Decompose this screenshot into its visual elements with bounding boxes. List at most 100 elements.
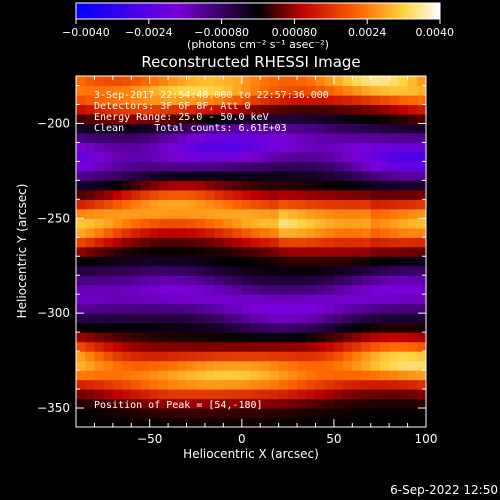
heatmap-cell xyxy=(140,208,151,219)
heatmap-cell xyxy=(416,265,426,276)
heatmap-cell xyxy=(343,370,353,381)
heatmap-cell xyxy=(85,294,96,305)
heatmap-cell xyxy=(214,132,224,144)
heatmap-cell xyxy=(85,85,96,96)
heatmap-cell xyxy=(223,85,234,96)
heatmap-cell xyxy=(352,132,363,144)
heatmap-cell xyxy=(204,360,215,371)
heatmap-cell xyxy=(269,294,280,305)
heatmap-cell xyxy=(140,284,151,295)
heatmap-cell xyxy=(131,94,142,106)
heatmap-cell xyxy=(370,199,381,210)
heatmap-cell xyxy=(195,351,206,362)
heatmap-cell xyxy=(260,199,271,210)
heatmap-cell xyxy=(416,142,426,153)
heatmap-cell xyxy=(416,322,426,333)
heatmap-cell xyxy=(149,246,160,257)
heatmap-cell xyxy=(103,389,114,400)
heatmap-cell xyxy=(204,408,215,419)
heatmap-cell xyxy=(122,313,132,324)
heatmap-cell xyxy=(149,208,160,219)
heatmap-cell xyxy=(278,218,289,229)
heatmap-cell xyxy=(379,161,390,172)
heatmap-cell xyxy=(287,303,298,314)
heatmap-cell xyxy=(407,256,418,267)
heatmap-cell xyxy=(297,218,307,229)
heatmap-cell xyxy=(131,76,142,87)
heatmap-cell xyxy=(168,104,178,115)
heatmap-cell xyxy=(223,389,234,400)
heatmap-cell xyxy=(232,237,243,248)
heatmap-cell xyxy=(379,208,390,219)
heatmap-cell xyxy=(158,132,169,144)
heatmap-cell xyxy=(195,417,206,427)
heatmap-cell xyxy=(398,246,409,257)
heatmap-cell xyxy=(195,275,206,286)
heatmap-cell xyxy=(195,123,206,134)
heatmap-cell xyxy=(407,417,418,427)
heatmap-cell xyxy=(379,389,390,400)
heatmap-cell xyxy=(149,341,160,352)
heatmap-cell xyxy=(103,218,114,229)
heatmap-cell xyxy=(315,123,326,134)
heatmap-cell xyxy=(251,132,261,144)
heatmap-cell xyxy=(76,123,86,134)
heatmap-cell xyxy=(287,351,298,362)
heatmap-cell xyxy=(85,170,96,181)
heatmap-cell xyxy=(140,218,151,229)
heatmap-cell xyxy=(361,313,372,324)
heatmap-cell xyxy=(352,341,363,352)
heatmap-cell xyxy=(416,170,426,181)
heatmap-cell xyxy=(140,370,151,381)
heatmap-cell xyxy=(186,284,197,295)
heatmap-cell xyxy=(251,113,261,125)
heatmap-cell xyxy=(241,189,252,200)
heatmap-cell xyxy=(85,351,96,362)
colorbar-tick-label: 0.0040 xyxy=(416,26,455,39)
heatmap-cell xyxy=(416,76,426,87)
heatmap-cell xyxy=(76,303,86,314)
heatmap-cell xyxy=(352,113,363,125)
heatmap-cell xyxy=(103,322,114,333)
heatmap-cell xyxy=(85,303,96,314)
heatmap-cell xyxy=(214,275,224,286)
heatmap-cell xyxy=(204,113,215,125)
heatmap-cell xyxy=(416,370,426,381)
heatmap-cell xyxy=(149,284,160,295)
heatmap-cell xyxy=(94,123,105,134)
heatmap-cell xyxy=(343,246,353,257)
heatmap-cell xyxy=(94,189,105,200)
heatmap-cell xyxy=(195,218,206,229)
heatmap-cell xyxy=(112,275,123,286)
heatmap-cell xyxy=(112,303,123,314)
heatmap-cell xyxy=(94,170,105,181)
heatmap-cell xyxy=(315,351,326,362)
heatmap-cell xyxy=(232,113,243,125)
heatmap-cell xyxy=(260,379,271,390)
heatmap-cell xyxy=(269,189,280,200)
heatmap-cell xyxy=(76,322,86,333)
heatmap-cell xyxy=(177,398,188,409)
heatmap-cell xyxy=(85,398,96,409)
heatmap-cell xyxy=(306,370,317,381)
heatmap-cell xyxy=(343,332,353,343)
heatmap-cell xyxy=(407,389,418,400)
heatmap-cell xyxy=(158,351,169,362)
heatmap-cell xyxy=(398,332,409,343)
heatmap-cell xyxy=(214,417,224,427)
heatmap-cell xyxy=(241,76,252,87)
heatmap-cell xyxy=(232,379,243,390)
heatmap-cell xyxy=(370,113,381,125)
heatmap-cell xyxy=(297,360,307,371)
heatmap-cell xyxy=(122,246,132,257)
heatmap-cell xyxy=(140,85,151,96)
heatmap-cell xyxy=(333,256,344,267)
heatmap-cell xyxy=(85,218,96,229)
heatmap-cell xyxy=(407,199,418,210)
heatmap-cell xyxy=(76,76,86,87)
detectors-annotation: Detectors: 3F 6F 8F, Att 0 xyxy=(94,101,251,112)
heatmap-cell xyxy=(333,218,344,229)
heatmap-cell xyxy=(416,161,426,172)
heatmap-cell xyxy=(416,275,426,286)
heatmap-cell xyxy=(315,284,326,295)
